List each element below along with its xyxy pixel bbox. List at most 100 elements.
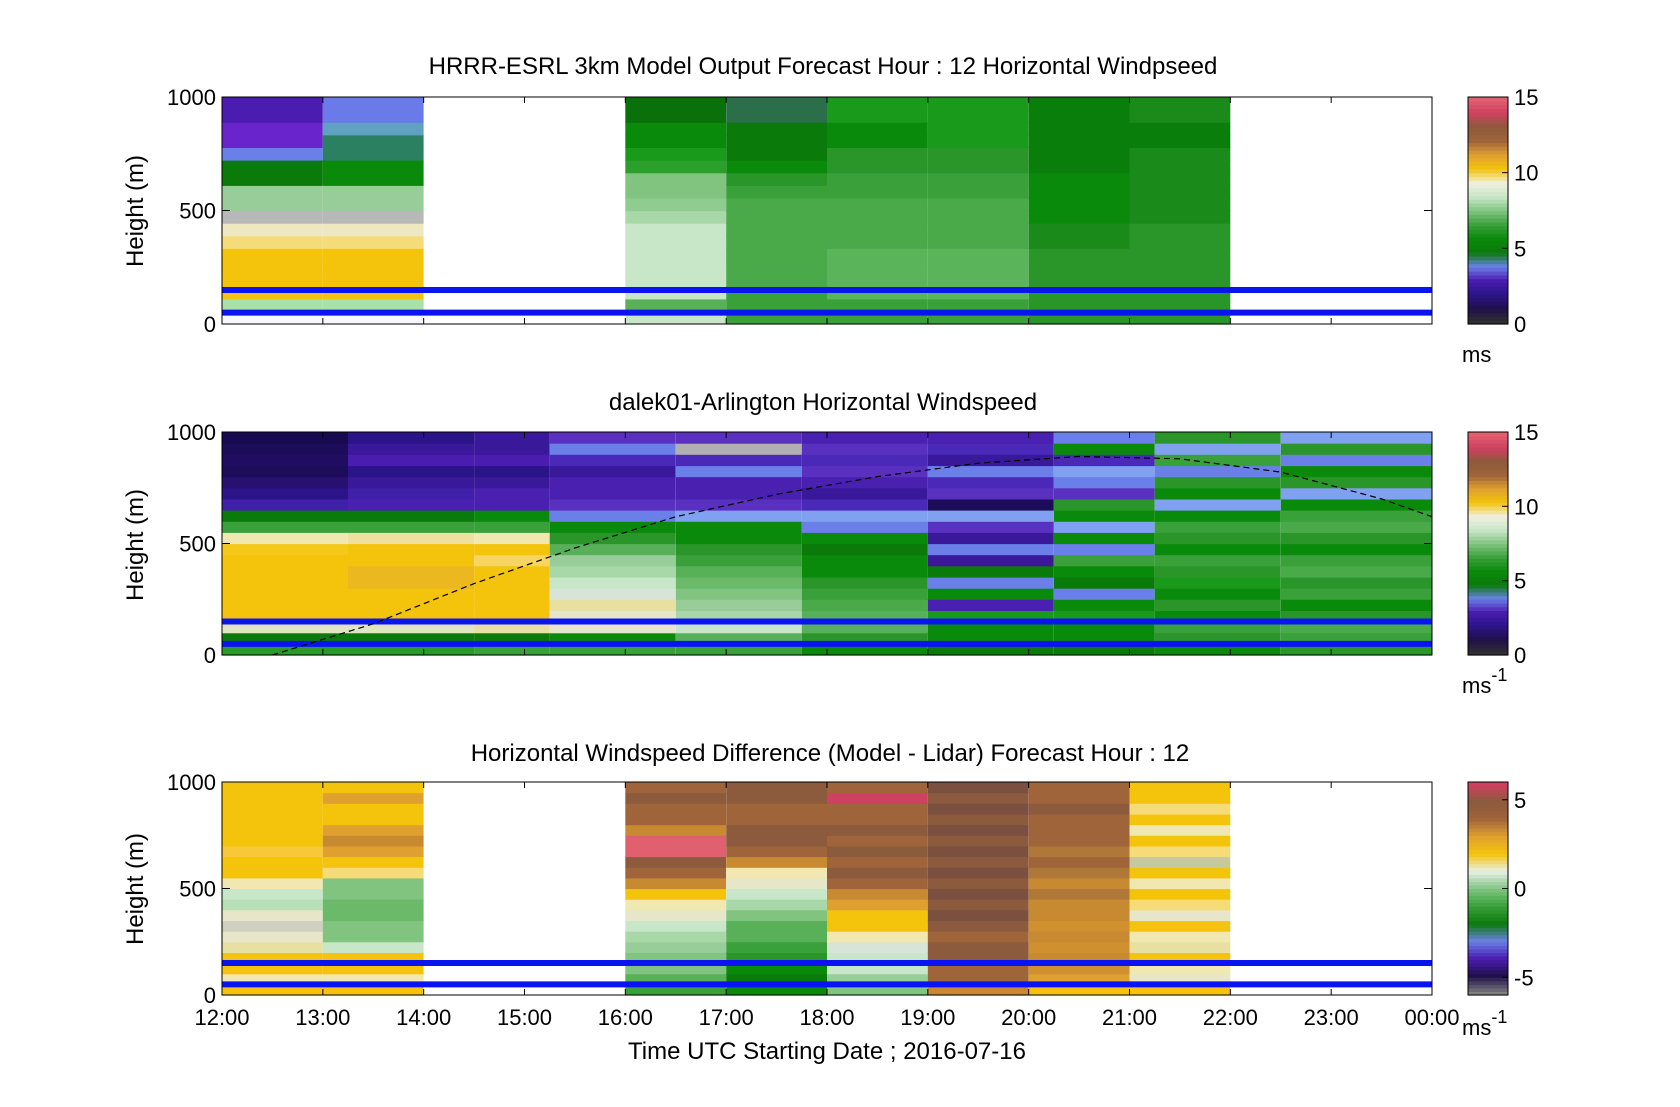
heatmap-cell — [726, 109, 827, 123]
heatmap-cell — [549, 632, 676, 645]
colorbar-swatch — [1468, 636, 1508, 641]
colorbar-swatch — [1468, 588, 1508, 593]
heatmap-cell — [625, 867, 727, 879]
colorbar-swatch — [1468, 569, 1508, 574]
colorbar-swatch — [1468, 150, 1508, 155]
heatmap-cell — [726, 134, 827, 148]
heatmap-cell — [827, 952, 928, 964]
heatmap-cell — [1129, 984, 1231, 996]
heatmap-cell — [222, 599, 348, 611]
colorbar-swatch — [1468, 199, 1508, 204]
heatmap-cell — [222, 867, 323, 879]
heatmap-cell — [927, 632, 1054, 645]
heatmap-cell — [222, 454, 348, 467]
heatmap-cell — [322, 963, 424, 975]
heatmap-cell — [222, 532, 348, 545]
heatmap-cell — [1154, 532, 1281, 545]
heatmap-cell — [625, 920, 727, 932]
heatmap-cell — [348, 432, 474, 444]
colorbar-swatch — [1468, 614, 1508, 619]
heatmap-cell — [222, 792, 323, 804]
heatmap-cell — [1280, 632, 1433, 645]
heatmap-cells — [222, 782, 1231, 996]
heatmap-cell — [549, 565, 676, 578]
heatmap-cell — [222, 973, 323, 985]
heatmap-cell — [801, 432, 928, 444]
colorbar-swatch — [1468, 845, 1508, 850]
y-tick-label: 500 — [179, 877, 216, 902]
colorbar-swatch — [1468, 218, 1508, 223]
colorbar-swatch — [1468, 157, 1508, 162]
heatmap-cell — [322, 941, 424, 953]
heatmap-cell — [927, 298, 1029, 312]
heatmap-cell — [322, 888, 424, 900]
heatmap-cell — [549, 443, 676, 455]
heatmap-cell — [927, 941, 1029, 953]
heatmap-cell — [726, 888, 827, 900]
colorbar-swatch — [1468, 146, 1508, 151]
x-tick-label: 19:00 — [900, 1005, 955, 1030]
heatmap-cell — [222, 109, 323, 123]
colorbar-swatch — [1468, 554, 1508, 559]
heatmap-cell — [222, 814, 323, 826]
x-tick-label: 21:00 — [1102, 1005, 1157, 1030]
y-axis-label: Height (m) — [122, 155, 149, 267]
y-tick-label: 0 — [204, 312, 216, 337]
heatmap-cell — [927, 931, 1029, 943]
heatmap-cell — [222, 920, 323, 932]
heatmap-cell — [827, 814, 928, 826]
heatmap-cell — [1129, 845, 1231, 858]
heatmap-cell — [827, 888, 928, 900]
heatmap-cell — [827, 260, 928, 275]
heatmap-cell — [827, 867, 928, 879]
heatmap-cell — [222, 899, 323, 911]
colorbar-swatch — [1468, 895, 1508, 900]
colorbar-swatch — [1468, 785, 1508, 790]
colorbar-swatch — [1468, 252, 1508, 257]
heatmap-cell — [801, 476, 928, 489]
heatmap-cell — [801, 621, 928, 634]
heatmap-cell — [1129, 856, 1231, 868]
heatmap-cell — [1280, 621, 1433, 634]
colorbar-swatch — [1468, 973, 1508, 978]
colorbar-swatch — [1468, 176, 1508, 181]
colorbar-swatch — [1468, 782, 1508, 787]
heatmap-cell — [1280, 521, 1433, 533]
heatmap-cell — [1053, 577, 1155, 589]
heatmap-cell — [1053, 543, 1155, 556]
colorbar-swatch — [1468, 180, 1508, 185]
heatmap-cell — [222, 643, 348, 656]
heatmap-cell — [1280, 443, 1433, 455]
heatmap-cell — [1129, 835, 1231, 847]
colorbar-swatch — [1468, 476, 1508, 481]
heatmap-cell — [827, 210, 928, 224]
heatmap-cell — [1154, 599, 1281, 611]
heatmap-cell — [625, 235, 727, 249]
heatmap-cell — [1028, 920, 1130, 932]
heatmap-cell — [322, 172, 424, 186]
heatmap-cell — [222, 565, 348, 578]
heatmap-cell — [827, 122, 928, 136]
heatmap-cell — [1280, 487, 1433, 500]
heatmap-cell — [827, 197, 928, 212]
heatmap-cell — [726, 185, 827, 199]
colorbar-swatch — [1468, 606, 1508, 611]
heatmap-cell — [927, 877, 1029, 890]
colorbar-swatch — [1468, 259, 1508, 265]
heatmap-cell — [927, 197, 1029, 212]
colorbar-swatch — [1468, 138, 1508, 143]
colorbar-swatch — [1468, 119, 1508, 125]
heatmap-cell — [726, 273, 827, 287]
heatmap-cell — [1053, 554, 1155, 567]
colorbar-swatch — [1468, 142, 1508, 147]
colorbar-swatch — [1468, 233, 1508, 238]
heatmap-cell — [726, 172, 827, 186]
colorbar-swatch — [1468, 824, 1508, 829]
heatmap-cell — [1028, 952, 1130, 964]
heatmap-cell — [222, 952, 323, 964]
heatmap-cell — [675, 510, 802, 522]
heatmap-cell — [726, 122, 827, 136]
heatmap-cell — [927, 160, 1029, 174]
colorbar-swatch — [1468, 153, 1508, 159]
heatmap-cell — [927, 588, 1054, 600]
